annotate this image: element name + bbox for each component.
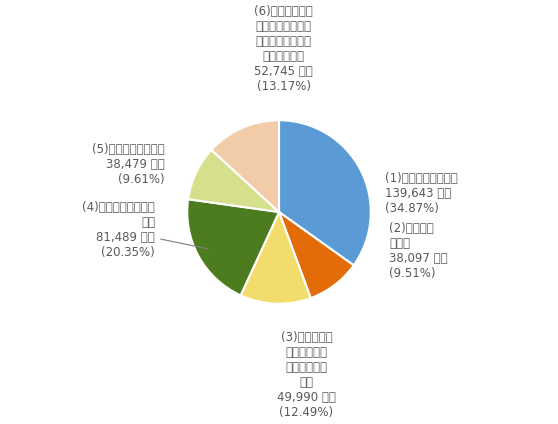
Text: (5)原油価格高騰対策
38,479 千円
(9.61%): (5)原油価格高騰対策 38,479 千円 (9.61%) bbox=[92, 143, 164, 186]
Wedge shape bbox=[240, 212, 311, 304]
Text: (6)コロナ禍にお
いて物価高騰等に
直面する生活困窮
者等への支援
52,745 千円
(13.17%): (6)コロナ禍にお いて物価高騰等に 直面する生活困窮 者等への支援 52,74… bbox=[254, 5, 313, 93]
Wedge shape bbox=[279, 120, 371, 265]
Text: (2)事業者へ
の支援
38,097 千円
(9.51%): (2)事業者へ の支援 38,097 千円 (9.51%) bbox=[389, 222, 448, 279]
Text: (3)安全・安心
を確保した社
会経済活動の
再開
49,990 千円
(12.49%): (3)安全・安心 を確保した社 会経済活動の 再開 49,990 千円 (12.… bbox=[277, 331, 336, 419]
Wedge shape bbox=[211, 120, 279, 212]
Wedge shape bbox=[279, 212, 354, 298]
Text: (4)生活・暮らしへの
支援
81,489 千円
(20.35%): (4)生活・暮らしへの 支援 81,489 千円 (20.35%) bbox=[83, 201, 208, 259]
Text: (1)感染防止策の徹底
139,643 千円
(34.87%): (1)感染防止策の徹底 139,643 千円 (34.87%) bbox=[384, 172, 457, 215]
Wedge shape bbox=[187, 199, 279, 296]
Wedge shape bbox=[188, 150, 279, 212]
